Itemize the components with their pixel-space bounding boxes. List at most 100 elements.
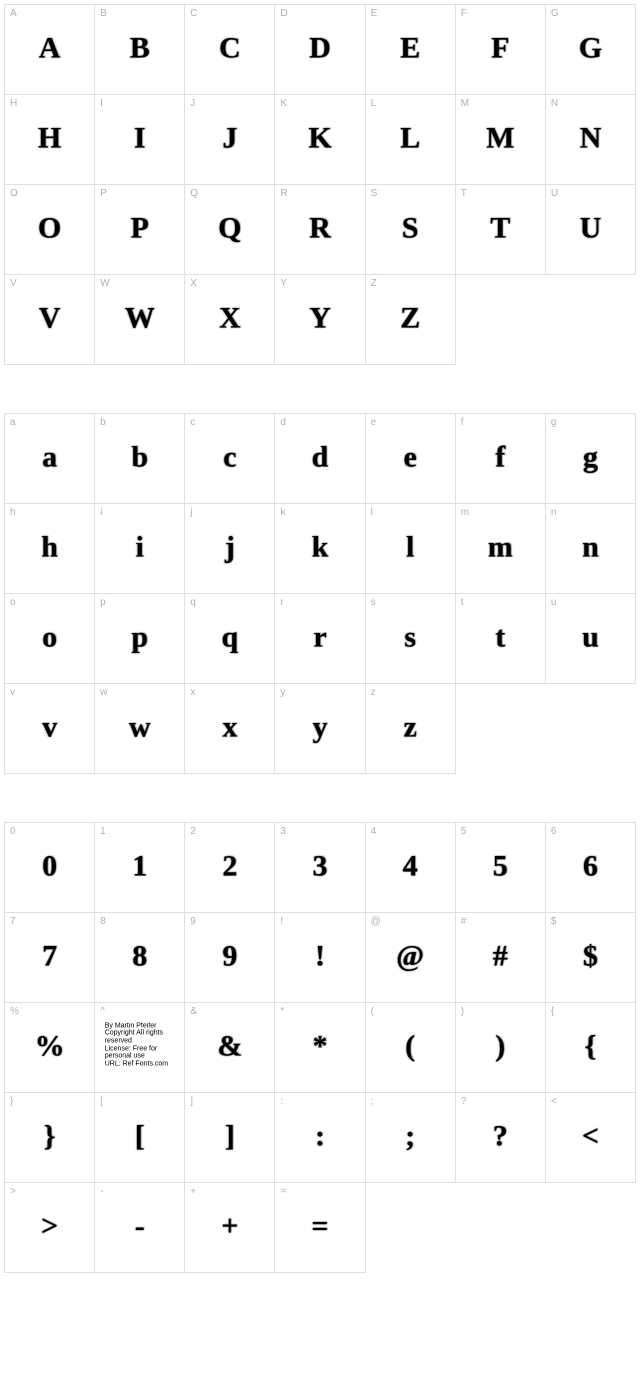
cell-glyph: 5 (493, 849, 508, 883)
cell-label: < (551, 1096, 557, 1107)
glyph-cell: xx (185, 684, 275, 774)
glyph-cell: !! (275, 913, 365, 1003)
glyph-cell: [[ (95, 1093, 185, 1183)
cell-glyph: K (308, 121, 331, 155)
glyph-cell: SS (366, 185, 456, 275)
cell-label: ) (461, 1006, 464, 1017)
cell-label: f (461, 417, 464, 428)
glyph-cell: 99 (185, 913, 275, 1003)
glyph-cell: @@ (366, 913, 456, 1003)
glyph-cell: OO (5, 185, 95, 275)
cell-glyph: k (312, 530, 329, 564)
glyph-cell: tt (456, 594, 546, 684)
empty-cell (366, 1183, 456, 1273)
cell-label: p (100, 597, 106, 608)
cell-label: @ (371, 916, 381, 927)
cell-glyph: t (495, 620, 505, 654)
glyph-cell: TT (456, 185, 546, 275)
empty-cell (546, 684, 636, 774)
cell-label: G (551, 8, 559, 19)
glyph-cell: ll (366, 504, 456, 594)
glyph-cell: 77 (5, 913, 95, 1003)
glyph-cell: AA (5, 5, 95, 95)
empty-cell (546, 275, 636, 365)
glyph-cell: == (275, 1183, 365, 1273)
cell-glyph: ) (495, 1029, 505, 1063)
glyph-cell: EE (366, 5, 456, 95)
cell-label: i (100, 507, 102, 518)
cell-label: e (371, 417, 377, 428)
cell-label: l (371, 507, 373, 518)
cell-glyph: - (135, 1209, 145, 1243)
cell-glyph: 6 (583, 849, 598, 883)
cell-glyph: n (582, 530, 599, 564)
cell-label: > (10, 1186, 16, 1197)
cell-label: 5 (461, 826, 467, 837)
glyph-cell: )) (456, 1003, 546, 1093)
cell-glyph: * (312, 1029, 327, 1063)
glyph-cell: YY (275, 275, 365, 365)
cell-label: } (10, 1096, 13, 1107)
cell-glyph: Q (218, 211, 241, 245)
cell-label: O (10, 188, 18, 199)
cell-glyph: 2 (222, 849, 237, 883)
glyph-cell: 88 (95, 913, 185, 1003)
glyph-cell: RR (275, 185, 365, 275)
cell-label: T (461, 188, 467, 199)
empty-cell (456, 684, 546, 774)
cell-label: ! (280, 916, 283, 927)
glyph-cell: PP (95, 185, 185, 275)
cell-label: j (190, 507, 192, 518)
cell-glyph: < (582, 1119, 599, 1153)
cell-glyph: : (315, 1119, 325, 1153)
cell-glyph: I (134, 121, 146, 155)
cell-label: t (461, 597, 464, 608)
cell-glyph: 9 (222, 939, 237, 973)
glyph-cell: QQ (185, 185, 275, 275)
glyph-cell: ee (366, 414, 456, 504)
cell-label: x (190, 687, 195, 698)
cell-label: P (100, 188, 107, 199)
cell-label: - (100, 1186, 103, 1197)
glyph-cell: :: (275, 1093, 365, 1183)
cell-glyph: ] (225, 1119, 235, 1153)
cell-label: * (280, 1006, 284, 1017)
cell-label: ^ (100, 1006, 105, 1017)
glyph-cell: NN (546, 95, 636, 185)
cell-glyph: c (223, 440, 236, 474)
section-numbers-symbols: 00112233445566778899!!@@##$$%%^By Martin… (4, 822, 636, 1273)
cell-label: M (461, 98, 469, 109)
glyph-cell: HH (5, 95, 95, 185)
cell-label: ? (461, 1096, 467, 1107)
cell-glyph: > (41, 1209, 58, 1243)
glyph-cell: 44 (366, 823, 456, 913)
cell-glyph: J (222, 121, 237, 155)
glyph-cell: cc (185, 414, 275, 504)
glyph-cell: 11 (95, 823, 185, 913)
cell-glyph: h (41, 530, 58, 564)
glyph-cell: >> (5, 1183, 95, 1273)
cell-glyph: 0 (42, 849, 57, 883)
cell-glyph: f (495, 440, 505, 474)
cell-label: Y (280, 278, 287, 289)
cell-label: 2 (190, 826, 196, 837)
cell-label: s (371, 597, 376, 608)
cell-glyph: D (309, 31, 331, 65)
cell-glyph: r (313, 620, 326, 654)
glyph-cell: nn (546, 504, 636, 594)
cell-glyph: e (403, 440, 416, 474)
cell-label: v (10, 687, 15, 698)
cell-label: W (100, 278, 109, 289)
glyph-cell: $$ (546, 913, 636, 1003)
section-lowercase: aabbccddeeffgghhiijjkkllmmnnooppqqrrsstt… (4, 413, 636, 774)
glyph-cell: ww (95, 684, 185, 774)
cell-label: & (190, 1006, 197, 1017)
cell-label: r (280, 597, 283, 608)
cell-glyph: u (582, 620, 599, 654)
cell-glyph: R (309, 211, 331, 245)
glyph-cell: 22 (185, 823, 275, 913)
cell-glyph: U (580, 211, 602, 245)
cell-glyph: x (222, 710, 237, 744)
glyph-cell: mm (456, 504, 546, 594)
cell-glyph: y (312, 710, 327, 744)
